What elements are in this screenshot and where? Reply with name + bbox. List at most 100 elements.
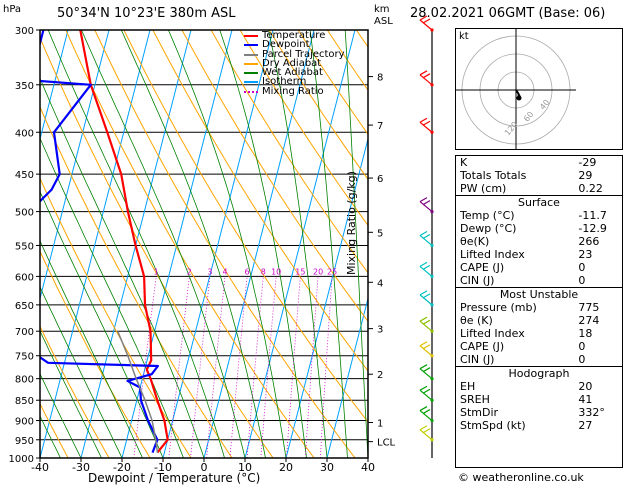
wet-adiabat: [268, 30, 328, 458]
km-tick-label: 5: [377, 228, 383, 239]
wind-barb: [419, 368, 433, 380]
wind-barb-dot: [430, 28, 434, 32]
wind-barb-flag: [422, 73, 431, 79]
index-row: Temp (°C) -11.7: [456, 209, 622, 222]
dry-adiabat: [40, 325, 110, 458]
pressure-tick-label: 450: [15, 170, 34, 181]
wet-adiabat: [40, 190, 164, 458]
pressure-tick-label: 500: [15, 208, 34, 219]
pressure-tick-label: 300: [15, 26, 34, 37]
index-row: θe(K) 266: [456, 235, 622, 248]
index-label: Totals Totals: [460, 169, 527, 182]
index-value: 0: [578, 261, 586, 274]
mixing-ratio-line: [133, 276, 157, 458]
index-row: Lifted Index 23: [456, 248, 622, 261]
isotherm: [40, 30, 69, 141]
index-row: K -29: [456, 156, 622, 169]
index-value: 29: [578, 169, 593, 182]
date-title: 28.02.2021 06GMT (Base: 06): [410, 6, 606, 21]
legend-item: Parcel Trajectory: [244, 49, 345, 59]
parcel-trajectory-line: [117, 330, 159, 453]
copyright: © weatheronline.co.uk: [458, 471, 584, 484]
index-value: -11.7: [578, 209, 607, 222]
wind-barb-flag: [419, 230, 428, 236]
wind-barb: [419, 320, 433, 332]
index-label: Dewp (°C): [460, 222, 517, 235]
km-tick-label: 4: [377, 278, 383, 289]
isotherm: [40, 30, 110, 301]
pressure-tick-label: 900: [15, 417, 34, 428]
dry-adiabat: [40, 105, 233, 458]
pressure-tick-label: 700: [15, 327, 34, 338]
index-value: 0: [578, 353, 586, 366]
dry-adiabat: [123, 30, 368, 423]
index-row: StmSpd (kt) 27: [456, 419, 622, 432]
temp-tick-label: 10: [238, 461, 252, 474]
isotherm: [40, 30, 151, 458]
wind-barb: [419, 294, 433, 306]
index-value: 775: [578, 301, 600, 314]
wind-barb-flag: [422, 319, 431, 325]
wind-barb-flag: [419, 70, 428, 76]
wind-barb-flag: [419, 341, 428, 347]
temp-tick-label: -30: [72, 461, 90, 474]
dry-adiabat: [152, 30, 368, 372]
index-row: CAPE (J) 0: [456, 261, 622, 274]
wind-barb-flag: [419, 197, 428, 203]
wind-barb-flag: [419, 425, 428, 431]
mixing-ratio-line: [168, 276, 190, 458]
legend-swatch: [244, 72, 258, 75]
section-title-hodograph: Hodograph: [456, 366, 622, 380]
dry-adiabat: [40, 177, 192, 458]
wind-barb-dot: [430, 438, 434, 442]
wet-adiabat: [40, 137, 184, 458]
isotherm: [121, 30, 233, 458]
wind-barb: [419, 121, 433, 133]
wind-barb-flag: [419, 261, 428, 267]
legend-swatch: [244, 53, 258, 56]
dewpoint-line: [40, 30, 159, 453]
index-value: 23: [578, 248, 593, 261]
index-label: EH: [460, 380, 476, 393]
wind-barb-dot: [430, 398, 434, 402]
mixing-ratio-tick-label: 1: [154, 267, 159, 276]
hodograph-storm-point: [516, 95, 522, 101]
wind-barb-dot: [430, 243, 434, 248]
km-tick-label: 2: [377, 370, 383, 381]
wind-barb-flag: [422, 18, 431, 24]
pressure-tick-label: 400: [15, 128, 34, 139]
index-label: CIN (J): [460, 353, 495, 366]
wet-adiabat: [344, 30, 368, 458]
mixing-ratio-tick-label: 6: [245, 267, 250, 276]
wet-adiabat: [47, 30, 225, 458]
dry-adiabat: [94, 30, 356, 458]
hodograph-chart: [456, 29, 576, 149]
temp-tick-label: -10: [154, 461, 172, 474]
temp-tick-label: 40: [361, 461, 375, 474]
index-row: Pressure (mb) 775: [456, 301, 622, 314]
wind-barb: [419, 389, 433, 401]
wind-barb: [419, 429, 433, 441]
section-title-surface: Surface: [456, 195, 622, 209]
isotherm: [203, 30, 315, 458]
km-tick-label: 7: [377, 121, 383, 132]
index-row: Dewp (°C) -12.9: [456, 222, 622, 235]
index-row: SREH 41: [456, 393, 622, 406]
isotherm: [285, 136, 368, 458]
x-axis-title: Dewpoint / Temperature (°C): [88, 471, 261, 485]
pressure-tick-label: 950: [15, 436, 34, 447]
mixing-ratio-tick-label: 4: [222, 267, 227, 276]
indices-panel: K -29 Totals Totals 29 PW (cm) 0.22 Surface…: [455, 155, 623, 468]
wet-adiabat: [168, 30, 287, 458]
wet-adiabat: [120, 30, 266, 458]
km-tick-label: 3: [377, 325, 383, 336]
legend-swatch: [244, 44, 258, 47]
index-label: K: [460, 156, 468, 169]
wet-adiabat: [40, 330, 102, 458]
index-label: Lifted Index: [460, 248, 525, 261]
index-label: CAPE (J): [460, 340, 505, 353]
index-row: CIN (J) 0: [456, 353, 622, 367]
pressure-tick-label: 550: [15, 241, 34, 252]
wind-barb-dot: [430, 418, 434, 423]
